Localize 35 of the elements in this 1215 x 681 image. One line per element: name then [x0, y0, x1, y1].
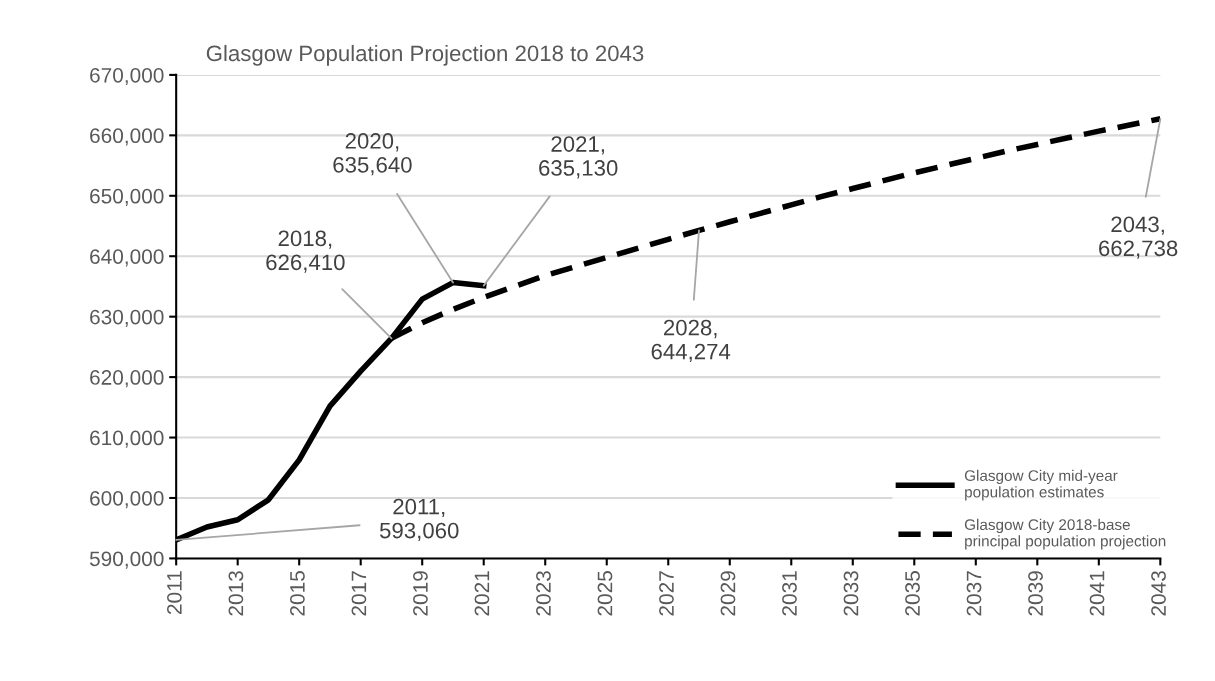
x-tick-label: 2043 [1151, 571, 1166, 616]
annotation: 2021, 635,130 [539, 136, 618, 179]
x-tick-label: 2011 [167, 571, 182, 614]
y-tick-label: 620,000 [90, 370, 164, 388]
y-tick-label: 670,000 [90, 67, 164, 86]
y-tick-label: 650,000 [90, 188, 164, 206]
x-tick-label: 2015 [290, 571, 305, 616]
y-tick-label: 600,000 [90, 490, 164, 509]
y-tick-label: 660,000 [90, 128, 164, 146]
legend-label: Glasgow City mid-year population estimates [964, 469, 1118, 501]
x-tick-label: 2031 [782, 571, 797, 616]
x-tick-label: 2019 [413, 571, 428, 616]
x-tick-label: 2037 [966, 571, 982, 616]
y-tick-label: 610,000 [90, 430, 164, 448]
x-tick-label: 2025 [597, 571, 613, 616]
x-tick-label: 2017 [351, 571, 367, 616]
x-tick-label: 2041 [1089, 571, 1105, 616]
annotation: 2018, 626,410 [266, 230, 345, 273]
y-tick-label: 630,000 [90, 309, 164, 327]
legend-label: Glasgow City 2018-base principal population projection [964, 518, 1166, 550]
annotation: 2020, 635,640 [333, 133, 412, 176]
x-tick-label: 2013 [228, 571, 244, 616]
x-tick-label: 2029 [720, 571, 736, 616]
annotation: 2028, 644,274 [651, 319, 731, 363]
annotation: 2011, 593,060 [379, 498, 459, 542]
x-tick-label: 2035 [905, 571, 920, 616]
y-tick-label: 640,000 [90, 249, 164, 267]
chart-title: Glasgow Population Projection 2018 to 2043 [206, 44, 644, 66]
x-tick-label: 2021 [474, 571, 490, 616]
y-tick-label: 590,000 [89, 551, 164, 569]
x-tick-label: 2039 [1028, 571, 1043, 616]
x-tick-label: 2033 [843, 571, 859, 616]
x-tick-label: 2023 [536, 571, 551, 616]
x-tick-label: 2027 [659, 571, 674, 616]
annotation: 2043, 662,738 [1099, 216, 1178, 259]
